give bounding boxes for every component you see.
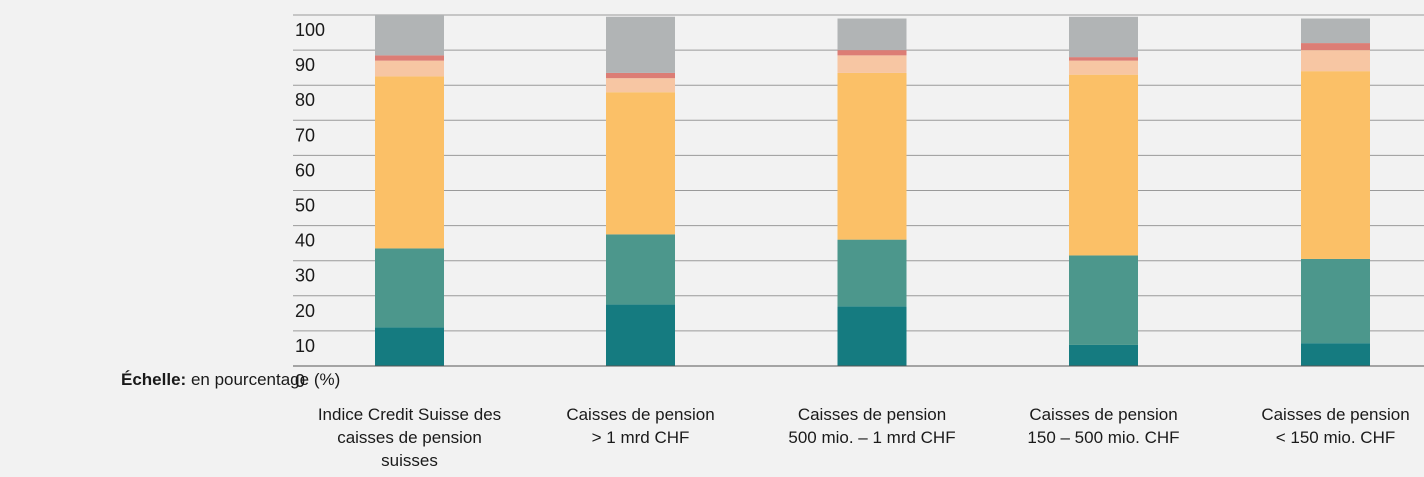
bar-segment bbox=[1069, 60, 1138, 75]
x-category-label: > 1 mrd CHF bbox=[592, 428, 690, 447]
y-tick-label: 100 bbox=[295, 20, 325, 40]
y-tick-label: 40 bbox=[295, 231, 315, 251]
bar-segment bbox=[375, 248, 444, 328]
bar-segment bbox=[375, 55, 444, 61]
bar-segment bbox=[1069, 344, 1138, 366]
bar-segment bbox=[1301, 50, 1370, 72]
bar-segment bbox=[606, 78, 675, 93]
bar-segment bbox=[1069, 74, 1138, 256]
bar-segment bbox=[1069, 57, 1138, 61]
bar-segment bbox=[606, 16, 675, 73]
bar-segment bbox=[837, 55, 907, 73]
y-tick-label: 20 bbox=[295, 301, 315, 321]
y-tick-label: 70 bbox=[295, 125, 315, 145]
bar-segment bbox=[1069, 255, 1138, 345]
y-tick-label: 90 bbox=[295, 55, 315, 75]
y-tick-label: 80 bbox=[295, 90, 315, 110]
x-category-label: Caisses de pension bbox=[1029, 405, 1177, 424]
x-category-label: Caisses de pension bbox=[798, 405, 946, 424]
y-tick-label: 50 bbox=[295, 196, 315, 216]
bar-segment bbox=[606, 92, 675, 235]
bar-segment bbox=[375, 60, 444, 77]
scale-label: Échelle: en pourcentage (%) bbox=[121, 370, 340, 390]
bar-segment bbox=[1301, 258, 1370, 344]
bar-segment bbox=[837, 239, 907, 307]
bar-segment bbox=[1301, 18, 1370, 44]
y-tick-label: 60 bbox=[295, 160, 315, 180]
x-category-label: suisses bbox=[381, 451, 438, 470]
bar-segment bbox=[1069, 16, 1138, 58]
x-category-label: 500 mio. – 1 mrd CHF bbox=[788, 428, 955, 447]
x-category-label: Caisses de pension bbox=[566, 405, 714, 424]
x-category-label: 150 – 500 mio. CHF bbox=[1027, 428, 1179, 447]
bar-segment bbox=[837, 306, 907, 366]
bar-segment bbox=[837, 72, 907, 240]
bar-segment bbox=[606, 304, 675, 366]
x-category-label: < 150 mio. CHF bbox=[1276, 428, 1396, 447]
bar-segment bbox=[1301, 343, 1370, 366]
x-category-label: caisses de pension bbox=[337, 428, 482, 447]
scale-label-text: en pourcentage (%) bbox=[190, 370, 341, 389]
bar-segment bbox=[837, 50, 907, 56]
bar-segment bbox=[375, 327, 444, 366]
x-category-label: Caisses de pension bbox=[1261, 405, 1409, 424]
scale-label-prefix: Échelle: bbox=[121, 370, 187, 389]
bar-segment bbox=[375, 15, 444, 56]
bar-segment bbox=[837, 18, 907, 51]
y-tick-label: 10 bbox=[295, 336, 315, 356]
bar-segment bbox=[375, 76, 444, 249]
y-tick-label: 30 bbox=[295, 266, 315, 286]
bar-segment bbox=[1301, 71, 1370, 259]
bar-segment bbox=[1301, 43, 1370, 51]
x-category-label: Indice Credit Suisse des bbox=[318, 405, 501, 424]
bar-segment bbox=[606, 72, 675, 79]
bar-segment bbox=[606, 234, 675, 305]
y-tick-label: 0 bbox=[295, 371, 305, 391]
